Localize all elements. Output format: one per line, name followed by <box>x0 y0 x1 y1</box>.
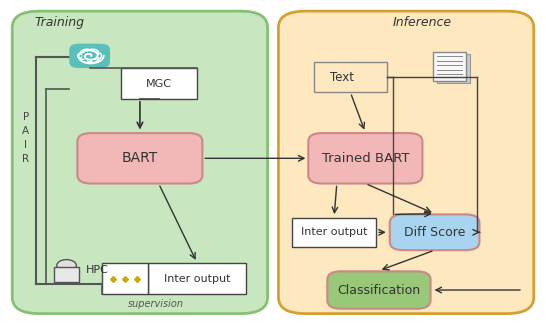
Text: Text: Text <box>330 71 354 84</box>
Text: MGC: MGC <box>146 78 172 89</box>
FancyBboxPatch shape <box>327 271 431 309</box>
FancyBboxPatch shape <box>54 267 79 282</box>
Text: Inter output: Inter output <box>301 227 367 237</box>
Text: P
A
I
R: P A I R <box>22 112 29 164</box>
Text: Trained BART: Trained BART <box>322 152 409 165</box>
FancyBboxPatch shape <box>69 44 110 68</box>
Text: Diff Score: Diff Score <box>404 226 465 239</box>
FancyBboxPatch shape <box>148 263 246 294</box>
FancyBboxPatch shape <box>102 263 148 294</box>
Text: HPC: HPC <box>86 265 109 275</box>
FancyBboxPatch shape <box>12 11 268 314</box>
Text: BART: BART <box>122 151 158 165</box>
FancyBboxPatch shape <box>433 52 466 81</box>
Text: supervision: supervision <box>128 299 184 309</box>
FancyBboxPatch shape <box>437 54 470 83</box>
FancyBboxPatch shape <box>278 11 534 314</box>
Text: Inter output: Inter output <box>164 274 230 284</box>
FancyBboxPatch shape <box>308 133 423 183</box>
Text: Training: Training <box>34 16 84 29</box>
FancyBboxPatch shape <box>121 68 197 99</box>
FancyBboxPatch shape <box>314 62 387 92</box>
Circle shape <box>57 260 76 271</box>
FancyBboxPatch shape <box>390 215 479 250</box>
Text: Classification: Classification <box>337 283 420 297</box>
Text: Inference: Inference <box>393 16 452 29</box>
FancyBboxPatch shape <box>78 133 203 183</box>
FancyBboxPatch shape <box>292 218 376 247</box>
